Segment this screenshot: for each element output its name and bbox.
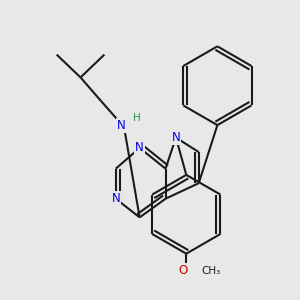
Text: H: H (133, 113, 140, 123)
Text: O: O (178, 264, 188, 277)
Text: N: N (117, 119, 125, 132)
Text: CH₃: CH₃ (202, 266, 221, 276)
Text: N: N (135, 141, 144, 154)
Text: N: N (172, 131, 180, 144)
Text: N: N (111, 192, 120, 205)
